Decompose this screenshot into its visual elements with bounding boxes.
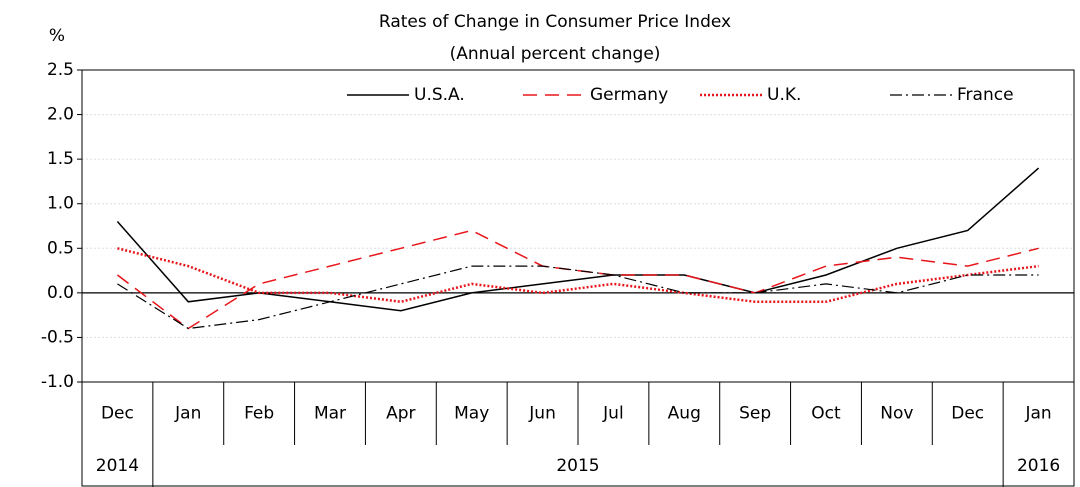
legend-label: U.S.A. — [414, 85, 465, 105]
x-tick-label: Jul — [602, 404, 624, 424]
x-tick-label: Jan — [1024, 404, 1051, 424]
x-tick-label: Aug — [668, 404, 701, 424]
legend-label: France — [957, 85, 1014, 105]
y-tick-label: 1.5 — [47, 149, 74, 169]
y-tick-label: 0.0 — [47, 283, 74, 303]
year-label: 2016 — [1017, 456, 1060, 476]
plot-frame — [81, 69, 1075, 487]
y-tick-label: 0.5 — [47, 238, 74, 258]
y-unit: % — [49, 26, 65, 46]
chart-subtitle: (Annual percent change) — [450, 44, 661, 64]
y-tick-label: -1.0 — [41, 372, 74, 392]
y-tick-label: 2.0 — [47, 105, 74, 125]
x-tick-label: Jun — [528, 404, 556, 424]
x-tick-label: Apr — [386, 404, 415, 424]
x-tick-label: Jan — [174, 404, 201, 424]
legend-label: Germany — [590, 85, 668, 105]
x-tick-label: Nov — [880, 404, 913, 424]
y-tick-label: -0.5 — [41, 327, 74, 347]
x-tick-label: Oct — [811, 404, 841, 424]
series-line — [116, 167, 1040, 312]
x-tick-label: Mar — [314, 404, 346, 424]
x-tick-label: May — [454, 404, 489, 424]
y-tick-label: 2.5 — [47, 60, 74, 80]
x-tick-label: Dec — [951, 404, 984, 424]
x-tick-label: Feb — [244, 404, 274, 424]
y-tick-label: 1.0 — [47, 194, 74, 214]
series-line — [116, 229, 1039, 330]
chart-title: Rates of Change in Consumer Price Index — [379, 12, 731, 32]
series-line — [117, 265, 1039, 330]
x-tick-label: Sep — [739, 404, 771, 424]
year-label: 2014 — [96, 456, 139, 476]
legend-label: U.K. — [767, 85, 801, 105]
series-line — [117, 247, 1039, 304]
x-tick-label: Dec — [101, 404, 134, 424]
year-label: 2015 — [556, 456, 599, 476]
